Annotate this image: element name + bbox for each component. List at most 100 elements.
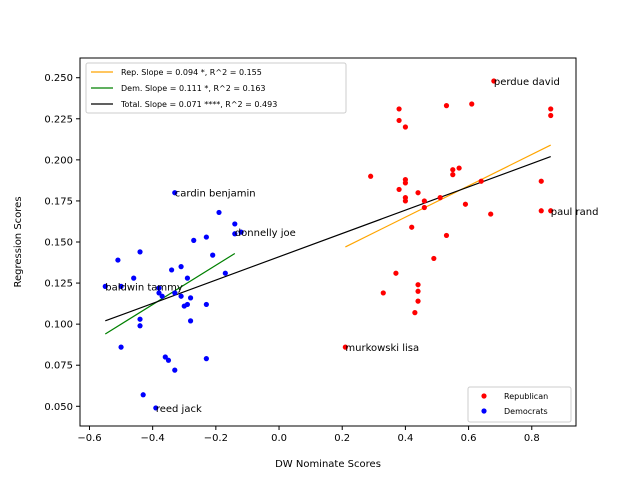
data-point (203, 356, 209, 362)
data-point (222, 270, 228, 276)
y-tick-label: 0.075 (44, 361, 73, 372)
plot-area (80, 58, 576, 426)
data-point (172, 190, 178, 196)
data-point (203, 234, 209, 240)
fit-lines-layer (104, 144, 551, 335)
data-point (131, 275, 137, 281)
data-point (415, 190, 421, 196)
data-point (491, 78, 497, 84)
data-point (140, 392, 146, 398)
x-axis: −0.6 −0.4 −0.2 0.0 0.2 0.4 0.6 0.8 (77, 426, 540, 444)
data-point (165, 357, 172, 363)
data-point (421, 198, 427, 204)
data-point (342, 344, 348, 350)
data-point (462, 201, 469, 207)
data-point (169, 267, 175, 273)
data-point (415, 298, 421, 304)
y-tick-label: 0.175 (44, 196, 73, 207)
fit-line (345, 144, 551, 248)
data-point (415, 288, 421, 294)
data-point (396, 186, 402, 193)
x-axis-label: DW Nominate Scores (275, 459, 381, 470)
data-point (437, 195, 443, 201)
data-point (137, 316, 143, 322)
x-tick-label: 0.0 (271, 433, 287, 444)
data-point (456, 165, 462, 171)
y-tick-label: 0.250 (44, 73, 73, 84)
data-point (450, 172, 456, 178)
data-point (443, 103, 450, 109)
data-point (184, 275, 191, 281)
data-point (156, 285, 162, 291)
data-point (488, 211, 494, 217)
y-axis: 0.050 0.075 0.100 0.125 0.150 0.175 0.200 0.225… (44, 73, 80, 413)
point-annotation: cardin benjamin (175, 189, 256, 200)
data-point (548, 106, 554, 112)
data-point (156, 290, 162, 296)
x-tick-label: 0.4 (397, 433, 413, 444)
data-point (178, 293, 184, 299)
data-point (187, 295, 194, 301)
points-legend-items: Republican Democrats (481, 392, 548, 416)
annotations-layer: perdue david paul rand murkowski lisa cardi… (105, 77, 598, 415)
data-point (172, 290, 178, 296)
data-point (232, 221, 238, 227)
y-tick-label: 0.200 (44, 155, 73, 166)
data-point (191, 237, 197, 243)
data-point (548, 208, 554, 214)
data-point (450, 167, 456, 173)
data-point (137, 323, 143, 329)
data-point (181, 303, 187, 309)
data-point (396, 117, 402, 124)
data-point (368, 173, 374, 179)
data-point (538, 208, 544, 214)
x-tick-label: 0.6 (461, 433, 477, 444)
x-tick-label: 0.2 (334, 433, 350, 444)
data-point (216, 209, 222, 216)
data-point (469, 101, 475, 107)
y-tick-label: 0.150 (44, 238, 73, 249)
data-point (443, 232, 450, 239)
x-tick-label: 0.8 (524, 433, 540, 444)
data-point (178, 264, 184, 270)
data-point (431, 255, 437, 262)
data-point (118, 283, 124, 289)
data-point (548, 112, 554, 119)
data-point (412, 310, 418, 316)
data-point (538, 178, 544, 184)
data-point (153, 405, 159, 411)
data-point (409, 224, 415, 230)
point-annotation: reed jack (156, 404, 202, 415)
y-axis-label: Regression Scores (13, 196, 24, 287)
legend-point-swatch (481, 408, 487, 414)
legend-point-label: Democrats (504, 407, 548, 416)
point-annotation: perdue david (494, 77, 560, 88)
points-layer (102, 78, 554, 411)
legend-point-swatch (481, 393, 487, 399)
y-tick-label: 0.050 (44, 402, 73, 413)
data-point (402, 180, 409, 186)
fit-line (104, 252, 236, 335)
legend-line-label: Total. Slope = 0.071 ****, R^2 = 0.493 (120, 100, 277, 109)
point-annotation: paul rand (551, 207, 599, 218)
data-point (102, 283, 108, 289)
legend-line-label: Dem. Slope = 0.111 *, R^2 = 0.163 (121, 84, 266, 93)
point-annotation: donnelly joe (235, 228, 296, 239)
x-tick-label: −0.6 (77, 433, 101, 444)
legend-point-label: Republican (504, 392, 548, 401)
point-annotation: baldwin tammy (105, 282, 183, 293)
x-tick-label: −0.2 (204, 433, 228, 444)
data-point (402, 124, 409, 130)
data-point (232, 231, 238, 237)
y-tick-label: 0.225 (44, 114, 73, 125)
data-point (421, 204, 427, 211)
data-point (172, 367, 178, 373)
data-point (187, 318, 194, 324)
points-legend: Republican Democrats (467, 386, 572, 423)
points-legend-box (467, 386, 572, 423)
y-tick-label: 0.100 (44, 320, 73, 331)
fit-legend-box (85, 62, 347, 114)
data-point (162, 354, 168, 360)
data-point (393, 270, 399, 276)
